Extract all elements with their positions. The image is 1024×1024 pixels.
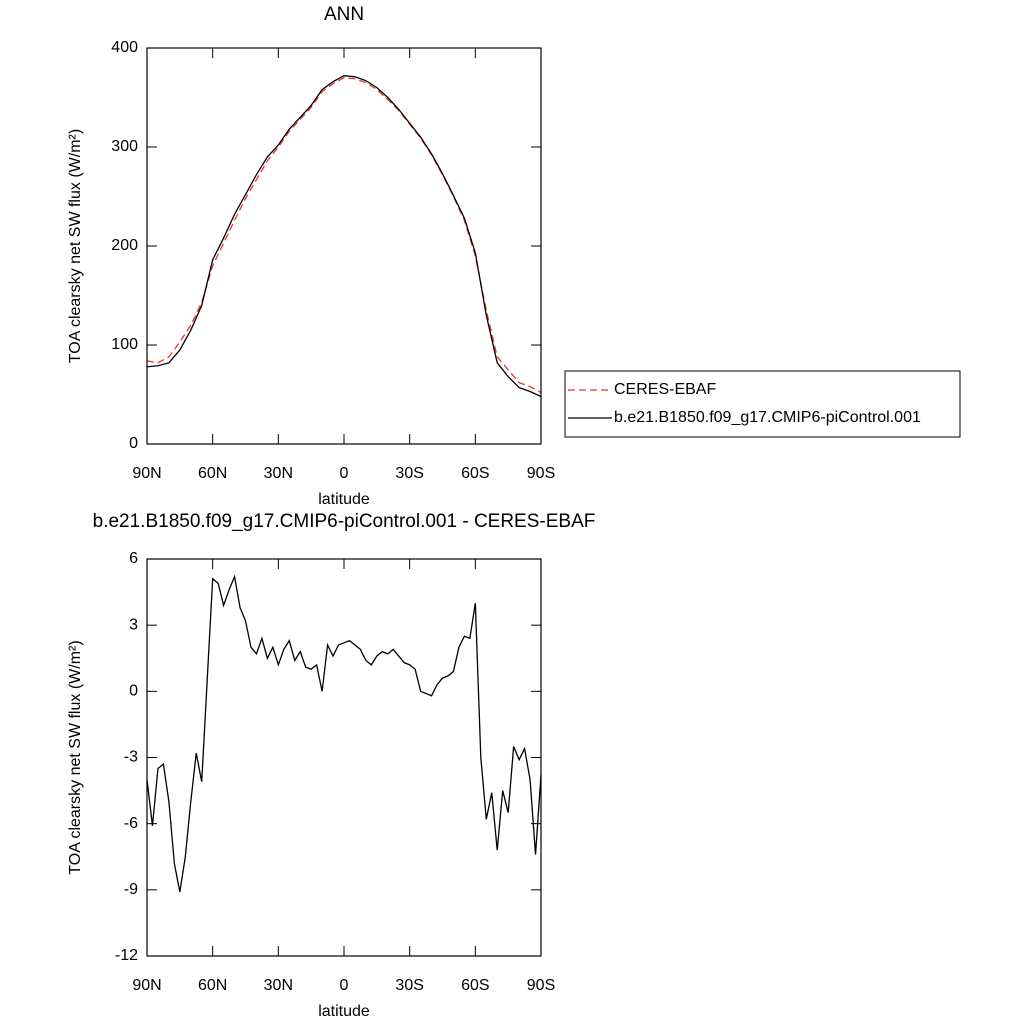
x-tick-label: 60S [461, 465, 489, 482]
y-tick-label: -6 [124, 815, 138, 832]
y-tick-label: 0 [129, 435, 138, 452]
data-line [146, 574, 542, 893]
x-tick-label: 0 [340, 465, 349, 482]
y-axis-label: TOA clearsky net SW flux (W/m²) [67, 129, 84, 363]
x-tick-label: 60N [198, 977, 227, 994]
data-line [146, 77, 542, 394]
y-tick-label: -9 [124, 881, 138, 898]
legend-label: b.e21.B1850.f09_g17.CMIP6-piControl.001 [614, 409, 921, 426]
x-tick-label: 90N [132, 465, 161, 482]
chart-title: b.e21.B1850.f09_g17.CMIP6-piControl.001 … [93, 511, 596, 532]
y-tick-label: 3 [129, 616, 138, 633]
x-tick-label: 30S [395, 977, 423, 994]
y-axis-label: TOA clearsky net SW flux (W/m²) [67, 640, 84, 874]
y-tick-label: 0 [129, 683, 138, 700]
x-tick-label: 30S [395, 465, 423, 482]
x-tick-label: 60N [198, 465, 227, 482]
y-tick-label: -12 [115, 947, 138, 964]
plot-frame [146, 558, 542, 957]
x-tick-label: 90N [132, 977, 161, 994]
y-tick-label: 200 [111, 237, 138, 254]
x-tick-label: 30N [264, 977, 293, 994]
y-tick-label: 400 [111, 39, 138, 56]
x-tick-label: 90S [527, 465, 555, 482]
x-tick-label: 60S [461, 977, 489, 994]
x-tick-label: 90S [527, 977, 555, 994]
data-line [146, 75, 542, 398]
x-axis-label: latitude [318, 491, 370, 508]
y-tick-label: 6 [129, 550, 138, 567]
plot-frame [146, 47, 542, 445]
x-axis-label: latitude [318, 1003, 370, 1020]
y-tick-label: -3 [124, 749, 138, 766]
legend-box [564, 370, 961, 438]
y-tick-label: 100 [111, 336, 138, 353]
chart-title: ANN [324, 4, 364, 25]
legend-label: CERES-EBAF [614, 381, 716, 398]
y-tick-label: 300 [111, 138, 138, 155]
x-tick-label: 30N [264, 465, 293, 482]
x-tick-label: 0 [340, 977, 349, 994]
